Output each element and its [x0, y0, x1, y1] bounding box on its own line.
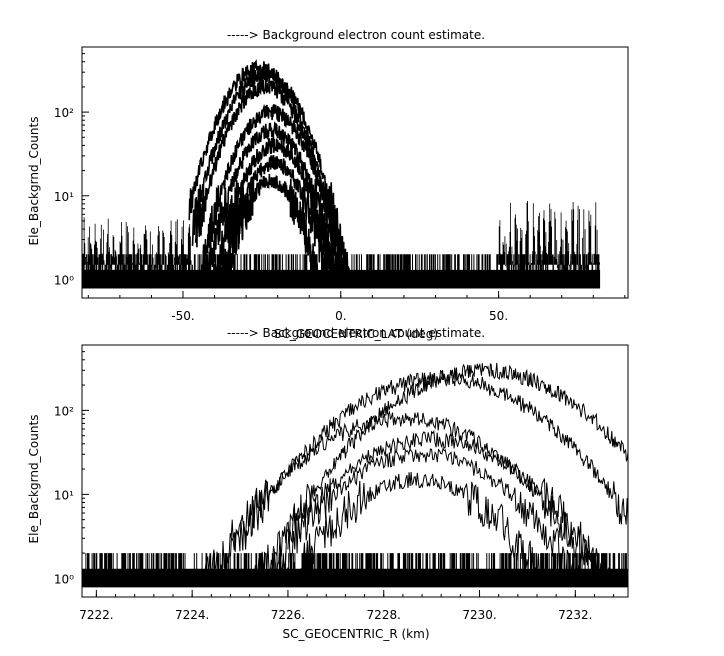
y-tick-label: 10⁰ — [54, 572, 74, 586]
y-tick-label: 10² — [54, 404, 74, 418]
series-line-3 — [201, 410, 628, 576]
noise-region-series — [498, 201, 600, 280]
top-panel-y-ticks: 10⁰ 10¹ 10² — [54, 53, 89, 287]
top-panel-x-axis-label: SC_GEOCENTRIC_LAT (deg) — [274, 327, 438, 341]
x-tick-label: 7222. — [79, 608, 113, 622]
y-tick-label: 10¹ — [54, 190, 74, 204]
bottom-panel-frame — [81, 344, 629, 598]
series-line-8 — [220, 173, 341, 278]
bottom-panel-title: -----> Background electron count estimat… — [227, 326, 485, 340]
x-tick-label: 0. — [335, 309, 346, 323]
bottom-panel-series — [81, 362, 629, 588]
top-panel-title: -----> Background electron count estimat… — [227, 28, 485, 42]
baseline-noise-series — [81, 553, 629, 588]
x-tick-label: -50. — [171, 309, 194, 323]
series-line-3 — [194, 79, 370, 277]
x-tick-label: 7228. — [367, 608, 401, 622]
series-line-1 — [287, 362, 629, 550]
top-panel-y-axis-label: Ele_Backgrnd_Counts — [27, 117, 41, 246]
series-line-6 — [208, 137, 354, 277]
bottom-panel-x-axis-label: SC_GEOCENTRIC_R (km) — [283, 627, 430, 641]
top-panel: -----> Background electron count estimat… — [27, 28, 629, 341]
series-line-7 — [214, 155, 348, 278]
top-panel-frame — [81, 46, 629, 299]
y-tick-label: 10² — [54, 106, 74, 120]
series-line-6 — [173, 472, 605, 576]
y-tick-label: 10⁰ — [54, 273, 74, 287]
x-tick-label: 7230. — [462, 608, 496, 622]
y-tick-label: 10¹ — [54, 488, 74, 502]
x-tick-label: 7226. — [271, 608, 305, 622]
x-tick-label: 7224. — [175, 608, 209, 622]
top-panel-series — [81, 58, 601, 289]
top-panel-x-ticks: -50. 0. 50. — [87, 291, 626, 323]
series-line-2 — [230, 369, 629, 557]
bottom-panel-x-ticks: 7222. 7224. 7226. 7228. 7230. 7232. — [79, 590, 615, 622]
series-line-2 — [191, 66, 373, 277]
x-tick-label: 7232. — [558, 608, 592, 622]
bottom-panel: -----> Background electron count estimat… — [27, 326, 629, 641]
bottom-panel-y-ticks: 10⁰ 10¹ 10² — [54, 351, 89, 586]
x-tick-label: 50. — [489, 309, 508, 323]
bottom-panel-y-axis-label: Ele_Backgrnd_Counts — [27, 415, 41, 544]
